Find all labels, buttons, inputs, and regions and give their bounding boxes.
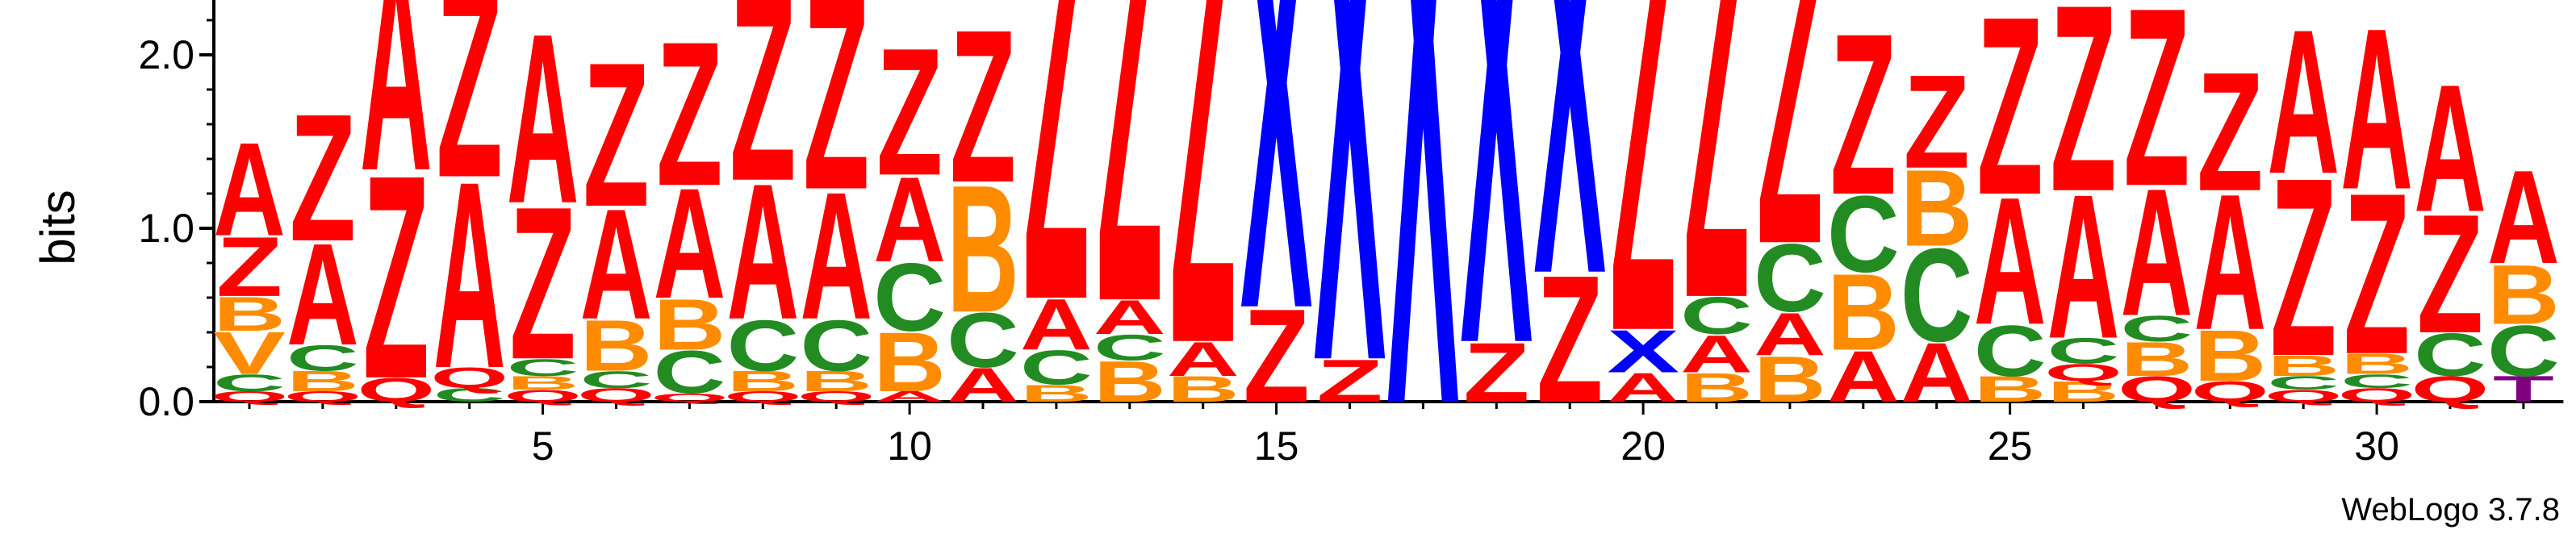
x-tick-label: 5 bbox=[532, 423, 554, 469]
logo-letter-z: Z bbox=[583, 20, 649, 250]
logo-letter-z: Z bbox=[1683, 0, 1750, 423]
logo-letter-a: A bbox=[2340, 0, 2413, 237]
y-tick-label: 0.0 bbox=[138, 379, 194, 424]
logo-letter-x: X bbox=[1240, 0, 1313, 438]
y-tick-label: 2.0 bbox=[138, 32, 194, 77]
logo-letter-z: Z bbox=[2197, 37, 2263, 227]
logo-letter-z: Z bbox=[1830, 0, 1896, 243]
logo-letter-z: Z bbox=[803, 0, 869, 248]
weblogo-credit: WebLogo 3.7.8 bbox=[2341, 492, 2560, 528]
logo-letter-z: Z bbox=[730, 0, 796, 237]
logo-stacks: QCVBZAQBCAZQZACQAZQBCZAQCBAZQCBAZQBCAZQB… bbox=[211, 0, 2560, 538]
logo-letter-x: X bbox=[1387, 0, 1460, 538]
logo-letter-x: X bbox=[1533, 0, 1606, 401]
logo-letter-z: Z bbox=[290, 77, 356, 279]
y-tick-label: 1.0 bbox=[138, 206, 194, 251]
logo-letter-z: Z bbox=[1977, 0, 2043, 248]
logo-letter-z: Z bbox=[1757, 0, 1823, 333]
logo-letter-z: Z bbox=[1610, 0, 1676, 461]
x-tick-label: 30 bbox=[2354, 423, 2399, 469]
logo-letter-z: Z bbox=[876, 11, 943, 214]
logo-letter-z: Z bbox=[1904, 48, 1970, 196]
logo-letter-z: Z bbox=[1023, 0, 1089, 429]
logo-letter-z: Z bbox=[2123, 0, 2189, 240]
logo-letter-x: X bbox=[1460, 0, 1533, 503]
logo-letter-x: X bbox=[1314, 0, 1386, 528]
logo-letter-z: Z bbox=[1170, 0, 1236, 487]
logo-letter-a: A bbox=[213, 115, 286, 263]
logo-letter-a: A bbox=[360, 0, 433, 231]
logo-letter-z: Z bbox=[1097, 0, 1163, 439]
logo-letter-a: A bbox=[2487, 143, 2560, 291]
y-axis: 0.01.02.03.04.0 bbox=[138, 0, 214, 424]
logo-letter-a: A bbox=[507, 0, 579, 254]
logo-letter-z: Z bbox=[437, 0, 503, 236]
logo-letter-z: Z bbox=[656, 0, 722, 229]
logo-letter-z: Z bbox=[950, 0, 1016, 228]
logo-letter-a: A bbox=[2267, 0, 2340, 217]
x-tick-label: 25 bbox=[1988, 423, 2033, 469]
logo-letter-a: A bbox=[2414, 46, 2486, 250]
logo-letter-z: Z bbox=[2050, 0, 2116, 247]
y-axis-label: bits bbox=[31, 190, 85, 265]
x-tick-label: 10 bbox=[887, 423, 932, 469]
